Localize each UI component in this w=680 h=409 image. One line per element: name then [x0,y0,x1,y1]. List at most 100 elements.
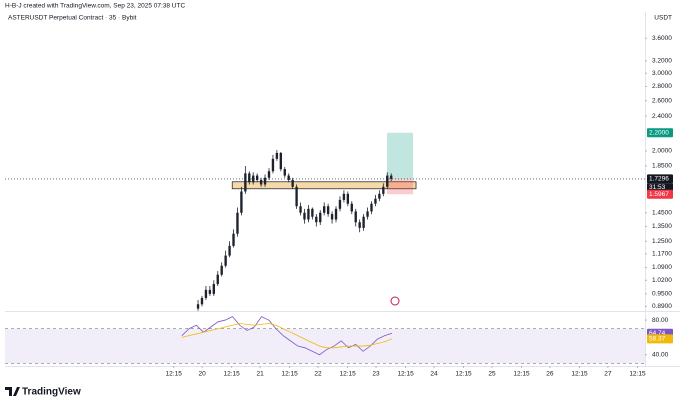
candle-body [370,203,373,212]
zone [231,181,417,190]
y-tick-label: 0.8900 [652,303,672,310]
y-tick-label: 2.8000 [652,83,672,90]
candle-body [382,186,385,194]
header: H-B-J created with TradingView.com, Sep … [5,3,185,10]
candle-body [240,191,243,213]
price-label: 1.5967 [649,191,669,198]
candle-body [196,304,200,309]
candle-body [220,265,223,275]
candle-body [236,212,239,234]
candle-body [330,214,334,220]
candle-body [255,175,259,180]
brand: TradingView [22,387,81,398]
y-tick-label: 1.3500 [652,223,672,230]
x-tick-label: 12:15 [224,371,241,378]
price-label-bg [647,189,673,199]
y-tick-label: 40.00 [652,351,669,358]
y-tick-label: 2.4000 [652,113,672,120]
candle-body [338,199,342,209]
candle-body [287,175,290,180]
y-tick-label: 2.6000 [652,97,672,104]
candle-body [354,211,357,223]
candle-body [350,203,353,212]
candle-body [299,206,302,213]
x-tick-label: 12:15 [281,371,298,378]
candle-body [263,177,267,185]
unit: USDT [654,15,672,22]
y-tick-label: 1.1700 [652,251,672,258]
price-label: 58.37 [649,336,666,343]
candle-body [271,158,275,172]
x-tick-label: 12:15 [455,371,472,378]
y-tick-label: 1.4500 [652,209,672,216]
y-tick-label: 0.9500 [652,291,672,298]
y-tick-label: 2.0000 [652,148,672,155]
rsi-line [181,316,393,356]
price-label: 64.74 [649,330,666,337]
price-label: 1.7296 [649,176,669,183]
candle-body [204,289,208,298]
candle-body [311,208,314,217]
candle-body [267,171,271,178]
x-tick-label: 25 [488,371,496,378]
candle-body [358,222,361,228]
y-tick-label: 1.8500 [652,163,672,170]
event-icon[interactable] [390,296,400,306]
x-tick-label: 12:15 [166,371,183,378]
logo: TradingView [5,387,81,398]
candle-body [208,289,212,294]
candle-body [386,175,389,187]
price-label: 2.2000 [649,129,669,136]
candle-body [224,255,227,266]
x-tick-label: 20 [198,371,206,378]
candle-body [374,198,377,204]
y-tick-label: 1.2500 [652,238,672,245]
y-tick-label: 1.0900 [652,264,672,271]
candle-body [334,208,338,220]
candle-body [252,175,255,183]
candle-body [315,216,318,223]
y-tick-label: 3.2000 [652,58,672,65]
candle-body [390,175,393,179]
x-tick-label: 12:15 [513,371,530,378]
y-tick-label: 1.0200 [652,277,672,284]
price-pane [196,132,417,311]
candle-body [275,152,279,159]
candle-body [346,193,350,204]
x-tick-label: 24 [430,371,438,378]
x-tick-label: 12:15 [397,371,414,378]
x-tick-label: 12:15 [629,371,646,378]
candle-body [303,212,306,220]
position-stop [387,178,414,195]
candle-body [248,173,251,183]
candle-body [362,216,365,228]
candle-body [283,169,286,176]
candle-body [244,173,247,192]
candle-body [295,186,298,207]
candle-body [228,245,231,256]
candle-body [216,274,219,285]
x-tick-label: 12:15 [339,371,356,378]
candle-body [212,284,215,294]
countdown: 31:53 [649,184,666,191]
candle-body [291,179,294,187]
chart-title: ASTERUSDT Perpetual Contract · 35 · Bybi… [8,15,137,22]
candle-body [200,297,204,305]
rsi-pane [5,316,645,364]
x-tick-label: 27 [604,371,612,378]
y-tick-label: 3.6000 [652,35,672,42]
candle-body [319,212,322,223]
x-tick-label: 22 [314,371,322,378]
x-tick-label: 21 [256,371,264,378]
price-label-bg [647,128,673,138]
candle-body [342,193,346,200]
candle-body [232,233,235,246]
rsi-band [5,328,645,364]
x-tick-label: 12:15 [571,371,588,378]
candle-body [323,206,326,213]
x-tick-label: 23 [372,371,380,378]
rsi-line [181,323,393,349]
candle-body [259,179,263,185]
price-label-bg [647,174,673,184]
x-tick-label: 26 [546,371,554,378]
